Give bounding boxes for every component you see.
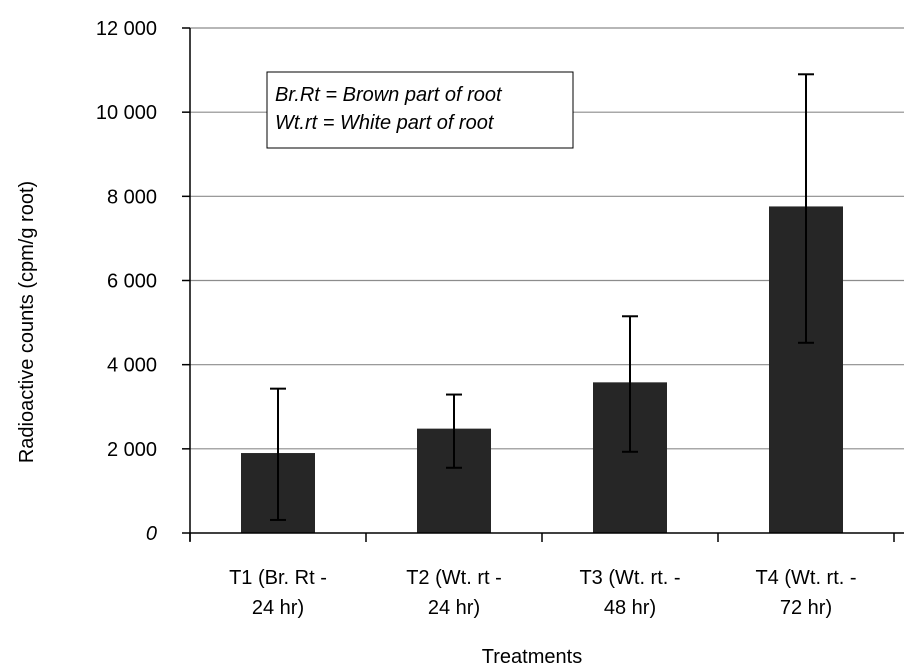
- y-tick-label: 4 000: [107, 355, 157, 377]
- legend: Br.Rt = Brown part of root Wt.rt = White…: [267, 72, 573, 148]
- x-tick-label: T1 (Br. Rt -: [229, 567, 327, 589]
- y-tick-labels: 0 2 000 4 000 6 000 8 000 10 000 12 000: [96, 18, 157, 545]
- x-axis-title: Treatments: [482, 646, 582, 666]
- x-tick-labels: T1 (Br. Rt - 24 hr) T2 (Wt. rt - 24 hr) T3 (…: [229, 567, 856, 619]
- y-tick-label: 2 000: [107, 439, 157, 461]
- x-tick-label: 24 hr): [252, 597, 304, 619]
- y-tick-label: 8 000: [107, 186, 157, 208]
- x-tick-label: T4 (Wt. rt. -: [755, 567, 856, 589]
- x-tick-label: T3 (Wt. rt. -: [579, 567, 680, 589]
- y-tick-label: 6 000: [107, 271, 157, 293]
- legend-entry: Br.Rt = Brown part of root: [275, 84, 503, 106]
- x-tick-label: 24 hr): [428, 597, 480, 619]
- x-tick-label: T2 (Wt. rt -: [406, 567, 502, 589]
- y-tick-label: 12 000: [96, 18, 157, 40]
- x-tick-label: 48 hr): [604, 597, 656, 619]
- y-tick-label: 10 000: [96, 102, 157, 124]
- bars: [241, 206, 843, 533]
- legend-entry: Wt.rt = White part of root: [275, 112, 495, 134]
- y-tick-label: 0: [146, 523, 157, 545]
- y-axis-title: Radioactive counts (cpm/g root): [16, 181, 38, 463]
- x-tick-label: 72 hr): [780, 597, 832, 619]
